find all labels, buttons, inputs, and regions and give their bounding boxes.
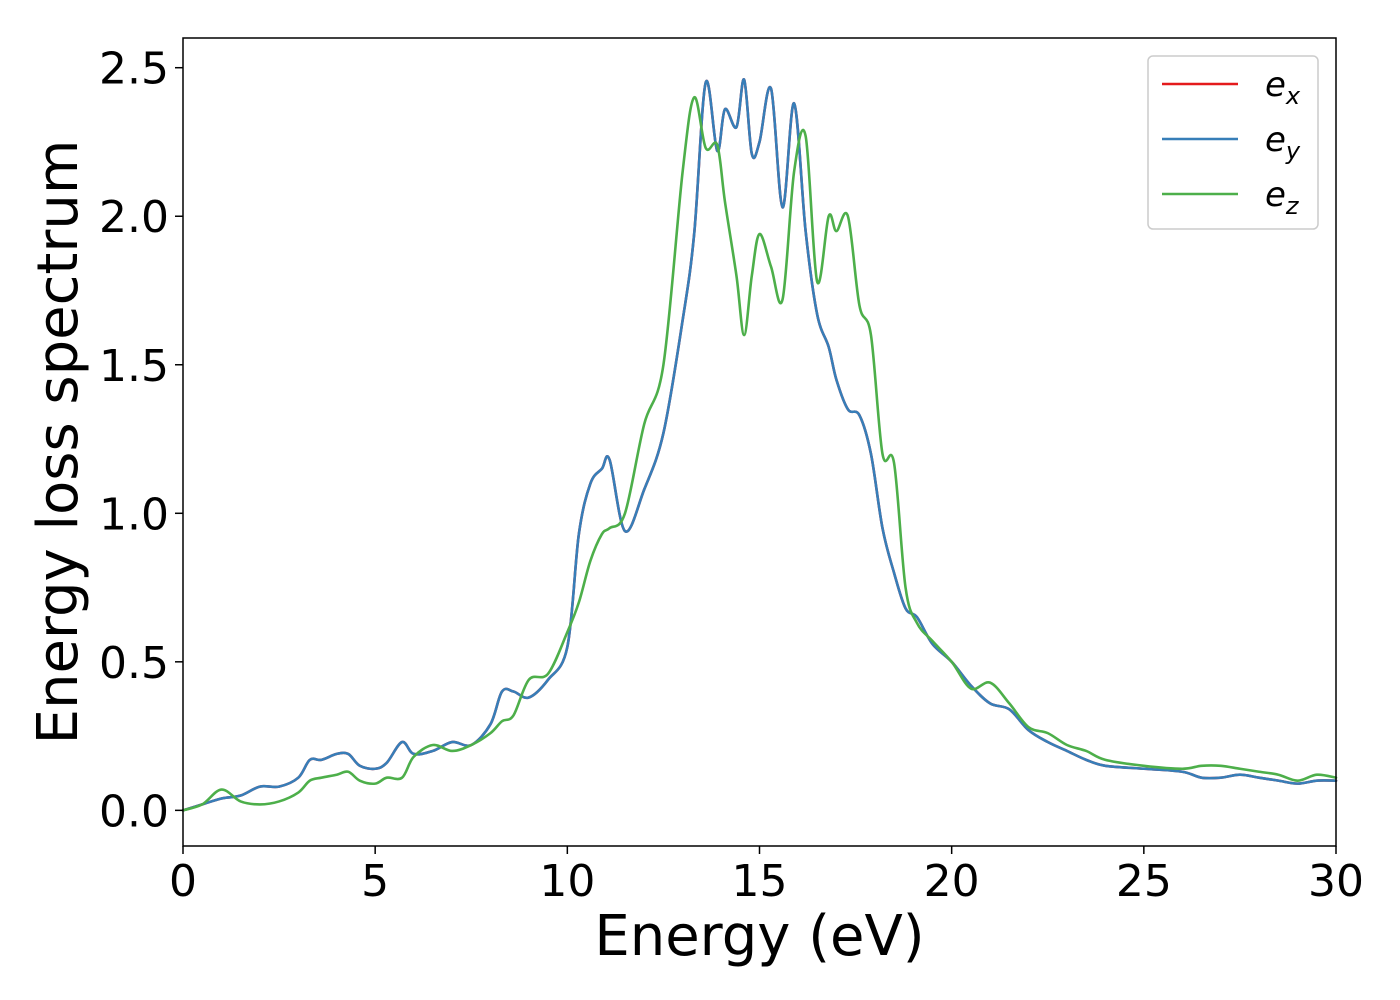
y-tick-label: 0.0 — [99, 786, 169, 837]
x-axis-ticks: 0 5 10 15 20 25 30 — [169, 846, 1364, 907]
legend-label-e-z: ez — [1265, 175, 1300, 220]
x-tick-label: 30 — [1308, 856, 1364, 907]
y-tick-label: 2.0 — [99, 192, 169, 243]
plot-background — [183, 38, 1336, 846]
x-tick-label: 5 — [361, 856, 389, 907]
legend-label-e-y: ey — [1265, 120, 1301, 165]
y-tick-label: 0.5 — [99, 638, 169, 689]
legend-label-e-x: ex — [1265, 65, 1301, 110]
series-line-e-z — [181, 96, 1338, 812]
series-layer — [181, 78, 1338, 812]
x-tick-label: 15 — [732, 856, 788, 907]
x-tick-label: 10 — [539, 856, 595, 907]
y-axis-title: Energy loss spectrum — [26, 140, 91, 745]
x-tick-label: 20 — [924, 856, 980, 907]
x-tick-label: 0 — [169, 856, 197, 907]
series-line-e-y — [181, 78, 1338, 812]
y-tick-label: 2.5 — [99, 44, 169, 95]
y-tick-label: 1.5 — [99, 341, 169, 392]
legend: ex ey ez — [1147, 55, 1319, 230]
x-tick-label: 25 — [1116, 856, 1172, 907]
y-tick-label: 1.0 — [99, 489, 169, 540]
x-axis-title: Energy (eV) — [594, 904, 924, 969]
legend-box — [1147, 55, 1319, 230]
y-axis-ticks: 0.0 0.5 1.0 1.5 2.0 2.5 — [99, 44, 183, 837]
